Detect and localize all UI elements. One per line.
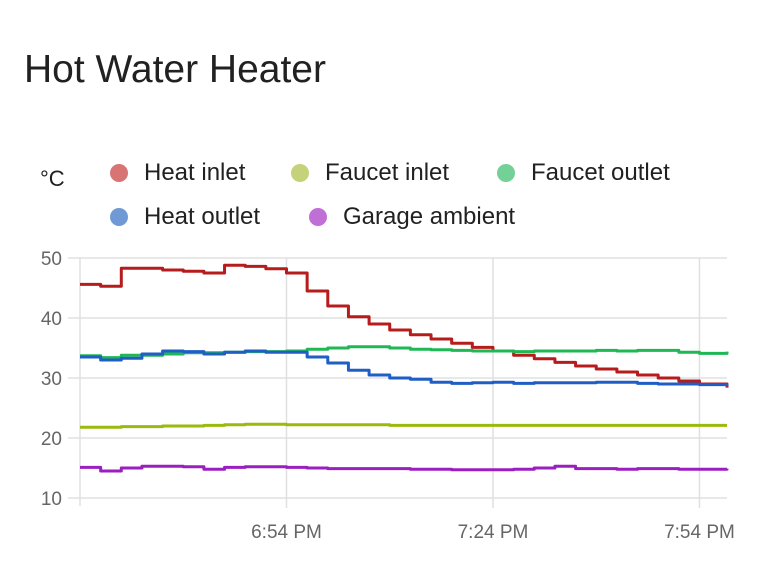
legend-dot-icon xyxy=(110,164,128,182)
y-tick-label: 10 xyxy=(41,489,62,510)
legend-dot-icon xyxy=(497,164,515,182)
series-line-heat-inlet xyxy=(80,263,729,388)
legend-dot-icon xyxy=(309,208,327,226)
legend-faucet-outlet[interactable]: Faucet outlet xyxy=(497,159,670,187)
legend-heat-outlet[interactable]: Heat outlet xyxy=(110,203,260,231)
y-tick-label: 40 xyxy=(41,309,62,330)
legend-label: Heat inlet xyxy=(144,159,246,186)
x-tick-label: 7:54 PM xyxy=(664,522,735,543)
series-line-faucet-inlet xyxy=(80,422,727,429)
legend-dot-icon xyxy=(110,208,128,226)
x-tick-label: 7:24 PM xyxy=(458,522,529,543)
y-tick-label: 20 xyxy=(41,429,62,450)
y-tick-label: 30 xyxy=(41,369,62,390)
card-title: Hot Water Heater xyxy=(24,48,326,91)
x-tick-label: 6:54 PM xyxy=(251,522,322,543)
legend-garage-ambient[interactable]: Garage ambient xyxy=(309,203,515,231)
y-tick-label: 50 xyxy=(41,249,62,270)
legend-label: Faucet outlet xyxy=(531,159,670,186)
series-line-heat-outlet xyxy=(80,349,729,387)
legend-faucet-inlet[interactable]: Faucet inlet xyxy=(291,159,449,187)
legend-label: Faucet inlet xyxy=(325,159,450,186)
y-axis-unit: °C xyxy=(40,166,65,191)
series-line-garage-ambient xyxy=(80,464,729,473)
legend-label: Heat outlet xyxy=(144,203,261,230)
legend-heat-inlet[interactable]: Heat inlet xyxy=(110,159,245,187)
legend-label: Garage ambient xyxy=(343,203,516,230)
legend-dot-icon xyxy=(291,164,309,182)
